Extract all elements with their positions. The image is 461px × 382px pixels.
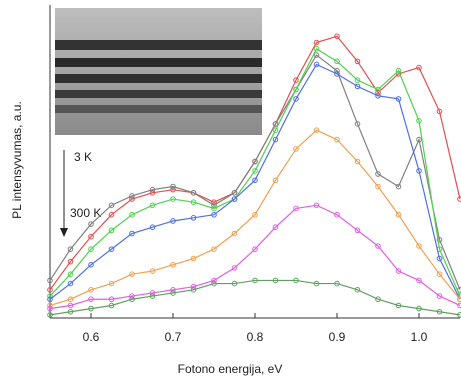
- chart: Fotono energija, eV PL intensyvumas, a.u…: [0, 0, 461, 382]
- x-tick-label: 0.9: [329, 330, 346, 344]
- series-line: [50, 130, 460, 305]
- x-tick-label: 0.6: [83, 330, 100, 344]
- x-axis-label: Fotono energija, eV: [178, 362, 283, 376]
- annotation: 300 K: [70, 206, 101, 220]
- x-tick-label: 0.7: [165, 330, 182, 344]
- annotation: 3 K: [74, 150, 92, 164]
- y-axis-label: PL intensyvumas, a.u.: [10, 101, 24, 219]
- x-tick-label: 1.0: [411, 330, 428, 344]
- series-line: [50, 205, 460, 308]
- inset-image: [55, 8, 262, 135]
- arrow: [60, 150, 68, 237]
- x-tick-label: 0.8: [247, 330, 264, 344]
